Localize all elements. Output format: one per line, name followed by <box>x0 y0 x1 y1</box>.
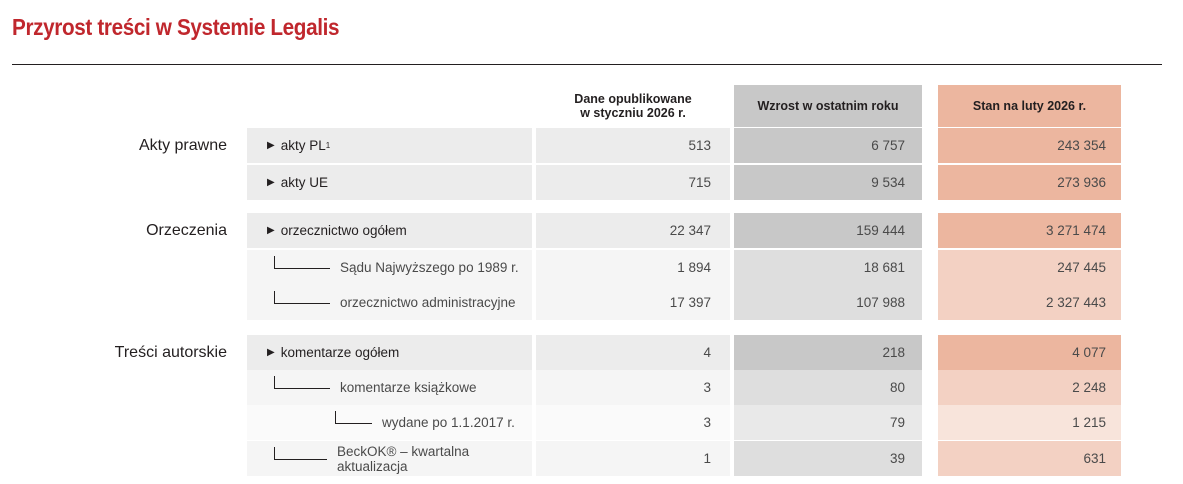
row-label-text: akty UE <box>280 175 328 190</box>
column-header-growth-label: Wzrost w ostatnim roku <box>757 99 899 113</box>
column-header-published-label: Dane opublikowane w styczniu 2026 r. <box>574 92 692 120</box>
row-label: ▶ komentarze ogółem <box>247 335 532 370</box>
published-value: 4 <box>536 335 730 370</box>
published-value: 3 <box>536 370 730 405</box>
row-label-text: BeckOK® – kwartalna aktualizacja <box>336 443 470 474</box>
row-label: ▶ akty PL 1 <box>247 128 532 163</box>
tree-connector-icon <box>274 291 330 304</box>
growth-value: 218 <box>734 335 922 370</box>
column-header-published: Dane opublikowane w styczniu 2026 r. <box>536 85 730 127</box>
state-value: 247 445 <box>938 250 1121 285</box>
row-label-text: komentarze ogółem <box>280 345 400 360</box>
triangle-right-icon: ▶ <box>267 140 275 151</box>
growth-value: 9 534 <box>734 165 922 200</box>
state-value: 631 <box>938 441 1121 476</box>
growth-value: 159 444 <box>734 213 922 248</box>
row-label-text: wydane po 1.1.2017 r. <box>382 415 515 430</box>
tree-connector-icon <box>274 256 330 269</box>
row-label-text: orzecznictwo administracyjne <box>340 295 516 310</box>
row-label: orzecznictwo administracyjne <box>247 285 532 320</box>
group-label-tresci: Treści autorskie <box>114 344 227 361</box>
growth-value: 80 <box>734 370 922 405</box>
growth-value: 18 681 <box>734 250 922 285</box>
state-value: 2 248 <box>938 370 1121 405</box>
tree-connector-icon <box>274 447 327 460</box>
growth-value: 39 <box>734 441 922 476</box>
published-value: 3 <box>536 405 730 440</box>
state-value: 3 271 474 <box>938 213 1121 248</box>
triangle-right-icon: ▶ <box>267 347 275 358</box>
state-value: 2 327 443 <box>938 285 1121 320</box>
row-label: ▶ orzecznictwo ogółem <box>247 213 532 248</box>
title-divider <box>12 64 1162 65</box>
growth-value: 79 <box>734 405 922 440</box>
state-value: 273 936 <box>938 165 1121 200</box>
row-label: Sądu Najwyższego po 1989 r. <box>247 250 532 285</box>
growth-value: 6 757 <box>734 128 922 163</box>
row-label: komentarze książkowe <box>247 370 532 405</box>
column-header-growth: Wzrost w ostatnim roku <box>734 85 922 127</box>
column-header-state-label: Stan na luty 2026 r. <box>972 99 1087 113</box>
published-value: 1 894 <box>536 250 730 285</box>
page-title: Przyrost treści w Systemie Legalis <box>12 14 340 40</box>
row-label: ▶ akty UE <box>247 165 532 200</box>
state-value: 4 077 <box>938 335 1121 370</box>
row-label-text: komentarze książkowe <box>340 380 477 395</box>
row-label: BeckOK® – kwartalna aktualizacja <box>247 441 532 476</box>
state-value: 243 354 <box>938 128 1121 163</box>
row-label-text: orzecznictwo ogółem <box>280 223 407 238</box>
published-value: 715 <box>536 165 730 200</box>
state-value: 1 215 <box>938 405 1121 440</box>
published-value: 513 <box>536 128 730 163</box>
group-label-akty: Akty prawne <box>138 137 227 154</box>
tree-connector-icon <box>274 376 330 389</box>
growth-value: 107 988 <box>734 285 922 320</box>
triangle-right-icon: ▶ <box>267 225 275 236</box>
row-label-text: Sądu Najwyższego po 1989 r. <box>340 260 519 275</box>
row-label: wydane po 1.1.2017 r. <box>247 405 532 440</box>
published-value: 17 397 <box>536 285 730 320</box>
row-label-text: akty PL <box>280 138 326 153</box>
published-value: 1 <box>536 441 730 476</box>
group-label-orzeczenia: Orzeczenia <box>146 222 227 239</box>
footnote-marker: 1 <box>325 141 331 150</box>
published-value: 22 347 <box>536 213 730 248</box>
triangle-right-icon: ▶ <box>267 177 275 188</box>
tree-connector-icon <box>335 411 372 424</box>
column-header-state: Stan na luty 2026 r. <box>938 85 1121 127</box>
